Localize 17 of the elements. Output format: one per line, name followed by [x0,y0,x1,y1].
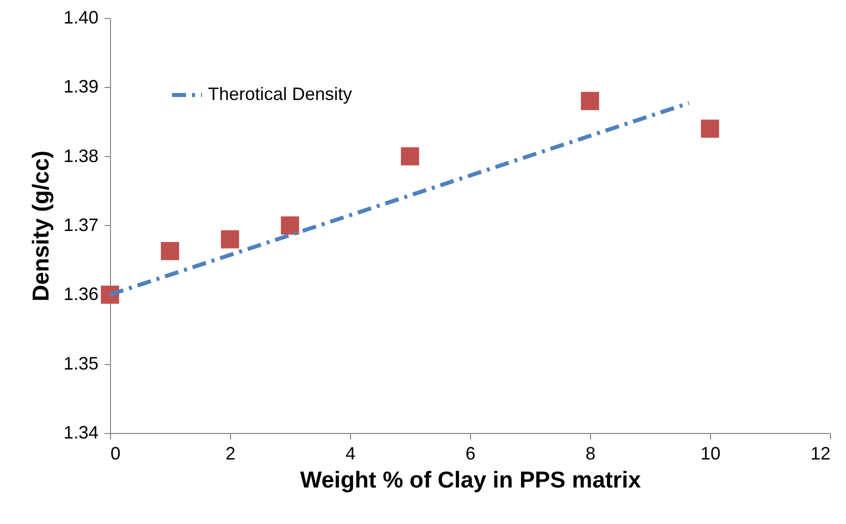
legend-label: Therotical Density [208,84,352,104]
y-tick-label: 1.36 [63,284,98,304]
y-tick-label: 1.39 [63,76,98,97]
x-tick-label: 0 [110,444,121,464]
x-tick-label: 12 [810,444,830,464]
y-tick-label: 1.40 [63,8,98,28]
y-tick-label: 1.34 [63,422,98,442]
y-axis-title: Density (g/cc) [27,150,54,302]
x-tick-label: 4 [345,444,356,464]
x-axis-title: Weight % of Clay in PPS matrix [300,466,642,492]
x-tick-label: 6 [465,444,476,464]
y-tick-label: 1.37 [63,215,98,235]
y-tick-label: 1.38 [63,146,98,166]
x-tick-label: 10 [700,444,721,464]
y-tick-label: 1.35 [63,353,98,374]
x-tick-label: 8 [585,444,596,464]
x-tick-label: 2 [225,444,236,464]
